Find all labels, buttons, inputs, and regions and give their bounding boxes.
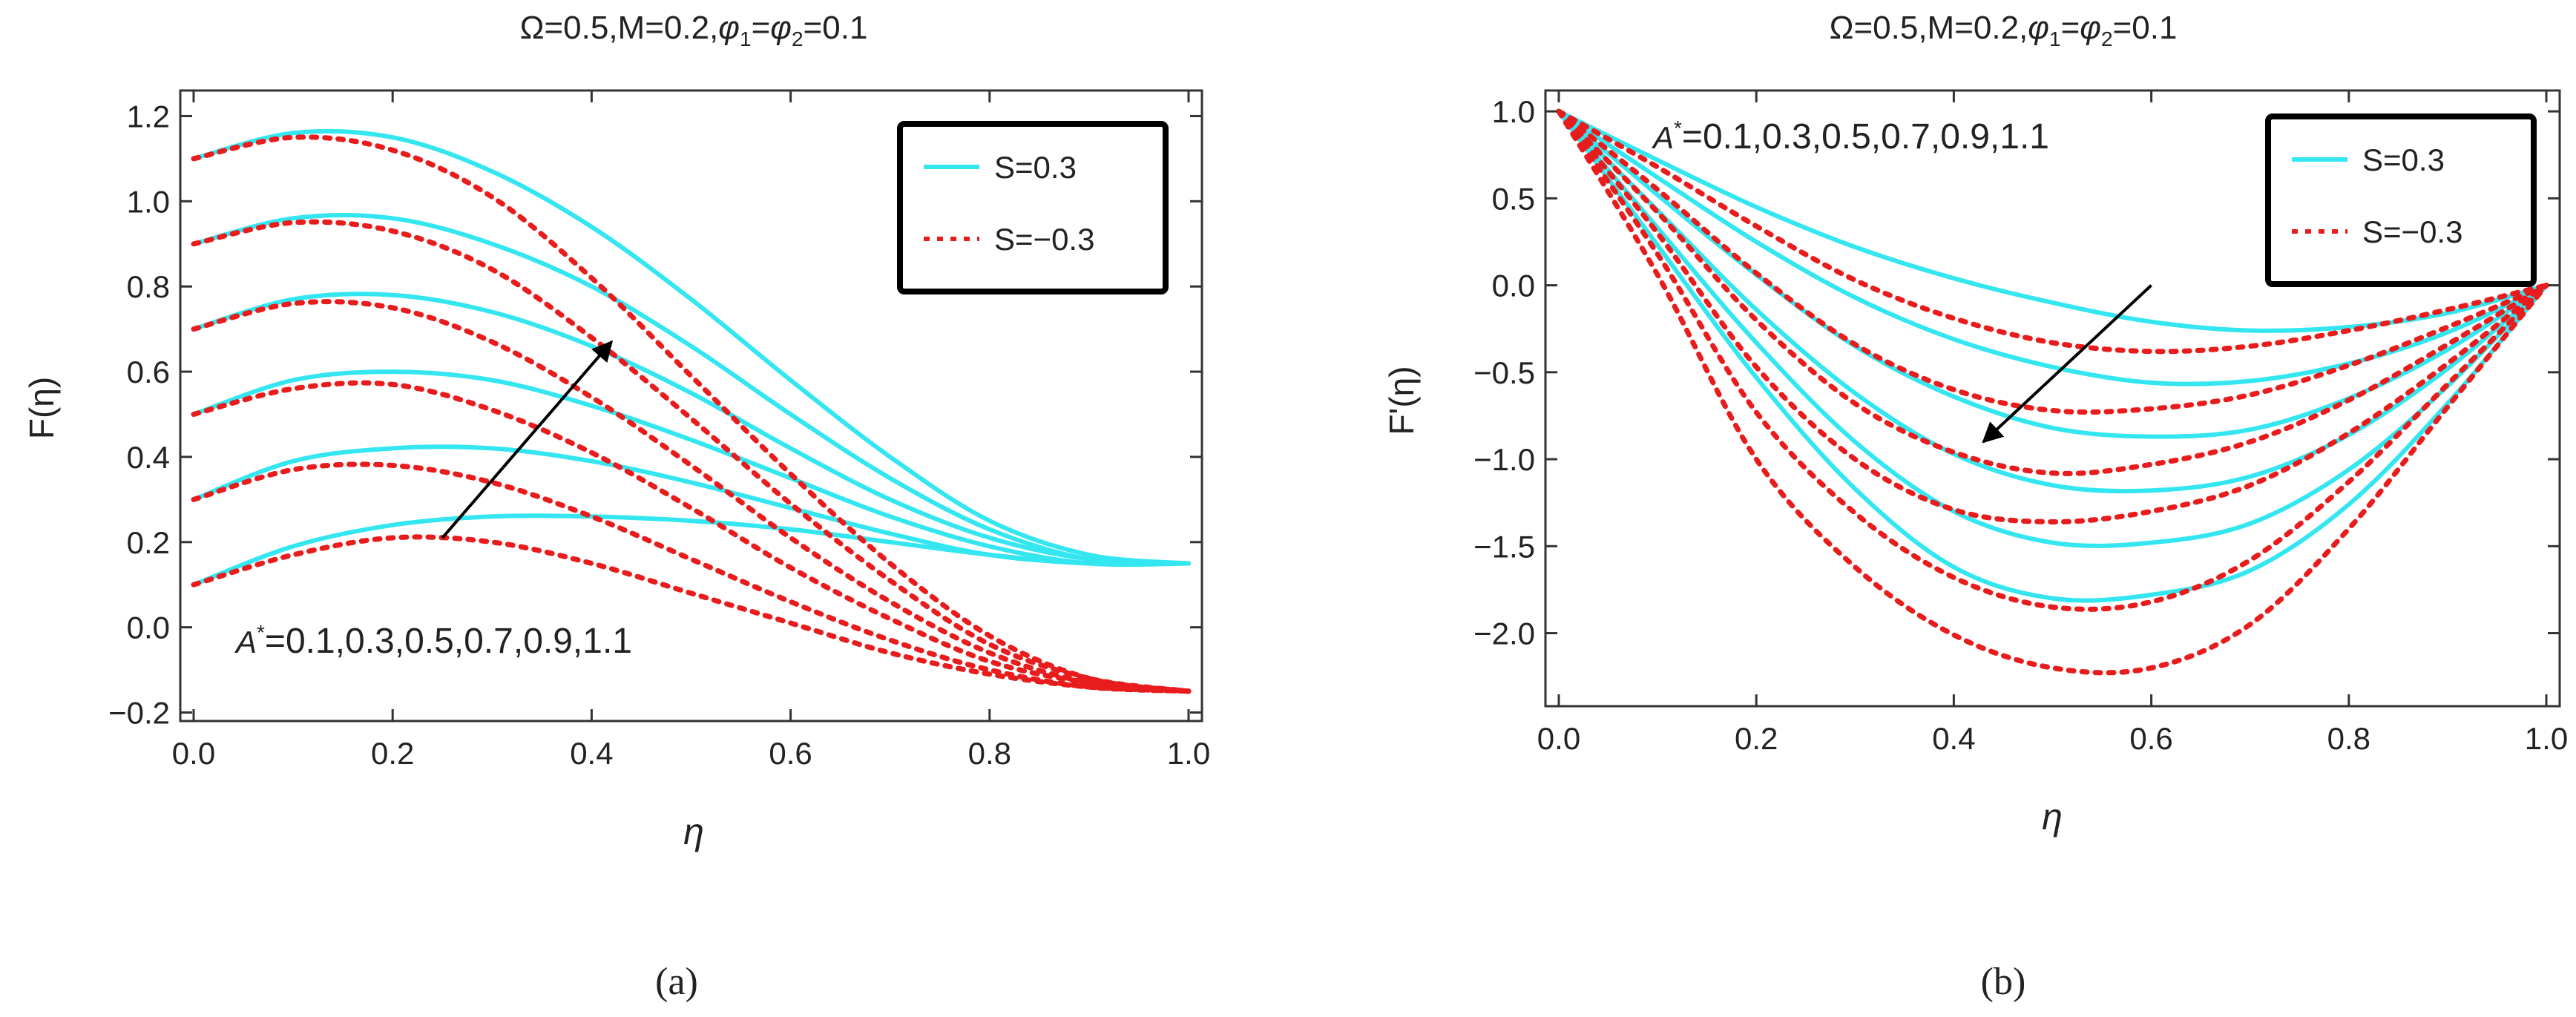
chart-a-xtick-label: 0.4: [570, 736, 613, 771]
chart-a-ytick-label: 1.0: [127, 184, 170, 219]
chart-a-ytick-label: 0.2: [127, 525, 170, 560]
panel-a: Ω=0.5,M=0.2,φ1=φ2=0.1 0.0 0.2 0.4 0.6 0.8 1.0…: [22, 10, 1210, 852]
chart-a-series-solid-3: [191, 292, 1191, 566]
chart-b-ytick-label: −1.5: [1473, 529, 1535, 564]
chart-b-xtick-label: 1.0: [2525, 721, 2568, 756]
chart-b-annotation: A*=0.1,0.3,0.5,0.7,0.9,1.1: [1651, 116, 2049, 157]
chart-a-xtick-label: 0.8: [968, 736, 1011, 771]
chart-b-series-dashed-9: [1556, 108, 2549, 525]
chart-b-legend: S=0.3 S=−0.3: [2265, 113, 2537, 287]
chart-b-legend-label-dashed: S=−0.3: [2362, 214, 2462, 249]
chart-b-ytick-label: −1.0: [1473, 442, 1535, 477]
chart-b-ytick-label: −2.0: [1473, 616, 1535, 651]
chart-b-ytick-label: 1.0: [1492, 94, 1535, 129]
chart-a-series-dashed-11: [191, 134, 1192, 694]
chart-b-title: Ω=0.5,M=0.2,φ1=φ2=0.1: [1830, 10, 2178, 50]
chart-b-series-dashed-7: [1556, 108, 2549, 415]
chart-a-xlabel: η: [683, 811, 704, 852]
chart-a-series-solid-2: [191, 369, 1191, 567]
chart-a-legend: S=0.3 S=−0.3: [897, 121, 1169, 294]
chart-a-xtick-label: 0.0: [172, 736, 215, 771]
chart-a-ytick-label: 0.0: [127, 610, 170, 645]
chart-a-annotation: A*=0.1,0.3,0.5,0.7,0.9,1.1: [234, 621, 632, 661]
chart-b-legend-box: [2265, 113, 2537, 287]
chart-a-series-dashed-6: [191, 534, 1192, 694]
chart-a-ylabel: F(η): [22, 377, 61, 439]
chart-a-series-group: [191, 128, 1192, 694]
chart-a-series-dashed-10: [191, 219, 1192, 694]
chart-b-series-dashed-11: [1556, 108, 2549, 676]
chart-a-frame: [179, 89, 1203, 723]
chart-b-series-group: [1556, 108, 2549, 676]
chart-a-xtick-label: 1.0: [1167, 736, 1210, 771]
chart-b-xtick-label: 0.8: [2327, 721, 2370, 756]
chart-a-series-dashed-9: [191, 299, 1192, 694]
chart-a-xtick-label: 0.6: [769, 736, 812, 771]
chart-b-series-dashed-10: [1556, 108, 2549, 612]
chart-a-legend-box: [897, 121, 1169, 294]
chart-a-series-dashed-8: [191, 380, 1192, 694]
chart-b-series-solid-4: [1557, 109, 2549, 548]
chart-b-ytick-label: 0.0: [1492, 269, 1535, 303]
chart-a-ytick-label: 1.2: [127, 99, 170, 134]
chart-a-ytick-label: 0.8: [127, 269, 170, 304]
chart-a-ytick-label: 0.6: [127, 355, 170, 389]
chart-a-title: Ω=0.5,M=0.2,φ1=φ2=0.1: [520, 10, 868, 50]
panel-b: Ω=0.5,M=0.2,φ1=φ2=0.1 0.0 0.2 0.4 0.6 0.8 1.0…: [1382, 10, 2568, 837]
chart-a-ticks: 0.0 0.2 0.4 0.6 0.8 1.0−0.20.00.20.40.60.81.0…: [108, 90, 1210, 771]
chart-a-series-solid-5: [191, 128, 1191, 566]
chart-b-series-dashed-8: [1556, 108, 2549, 476]
chart-b-series-dashed-6: [1556, 108, 2549, 355]
chart-b-frame: [1544, 89, 2561, 708]
chart-b-arrow: [1982, 284, 2152, 444]
chart-a-arrow: [441, 340, 614, 539]
chart-b-xtick-label: 0.2: [1735, 721, 1778, 756]
chart-a-legend-label-solid: S=0.3: [994, 150, 1077, 185]
chart-b-series-solid-3: [1557, 109, 2549, 494]
chart-b-xtick-label: 0.6: [2129, 721, 2172, 756]
chart-b-ytick-label: −0.5: [1473, 355, 1535, 390]
chart-b-series-solid-5: [1557, 109, 2549, 603]
chart-b-xlabel: η: [2042, 796, 2063, 837]
chart-b-ytick-label: 0.5: [1492, 181, 1535, 216]
chart-a-ytick-label: −0.2: [108, 696, 170, 731]
chart-b-ticks: 0.0 0.2 0.4 0.6 0.8 1.0 −2.0 −1.5 −1.0 −0.5 0.0 0.5…: [1473, 90, 2568, 756]
chart-a-series-dashed-7: [191, 461, 1192, 694]
chart-a-ytick-label: 0.4: [127, 440, 170, 475]
caption-b: (b): [1981, 961, 2026, 1003]
caption-a: (a): [655, 961, 698, 1003]
chart-b-xtick-label: 0.0: [1537, 721, 1580, 756]
chart-a-series-solid-4: [191, 213, 1191, 566]
chart-b-legend-label-solid: S=0.3: [2362, 142, 2445, 177]
chart-a-xtick-label: 0.2: [371, 736, 414, 771]
chart-b-ylabel: F'(η): [1382, 366, 1421, 435]
chart-a-series-solid-1: [191, 444, 1191, 567]
chart-b-xtick-label: 0.4: [1932, 721, 1975, 756]
chart-a-legend-label-dashed: S=−0.3: [994, 222, 1094, 257]
